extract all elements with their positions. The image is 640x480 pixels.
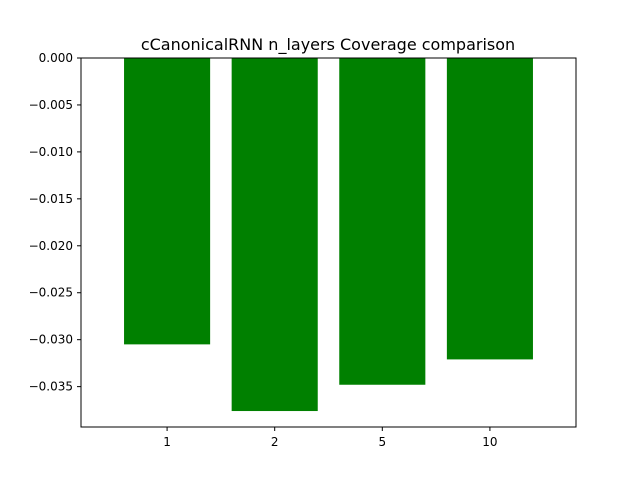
x-tick-label: 2 [271,435,279,449]
y-tick-label: 0.000 [39,51,73,65]
bar-2 [231,58,318,412]
y-tick-label: −0.025 [29,286,73,300]
bars-layer [124,58,533,412]
chart-title: cCanonicalRNN n_layers Coverage comparis… [141,35,515,55]
y-tick-label: −0.005 [29,98,73,112]
x-tick-label: 1 [163,435,171,449]
y-tick-label: −0.035 [29,380,73,394]
bar-5 [339,58,426,385]
y-axis: 0.000 −0.005 −0.010 −0.015 −0.020 −0.025 −0.03… [29,51,81,394]
y-tick-label: −0.010 [29,145,73,159]
y-tick-label: −0.015 [29,192,73,206]
y-tick-label: −0.020 [29,239,73,253]
plot-frame [80,57,577,428]
x-tick-label: 5 [378,435,386,449]
x-tick-label: 10 [482,435,497,449]
bar-10 [446,58,533,360]
bar-1 [124,58,211,345]
x-axis: 1 2 5 10 [163,427,498,449]
y-tick-label: −0.030 [29,333,73,347]
